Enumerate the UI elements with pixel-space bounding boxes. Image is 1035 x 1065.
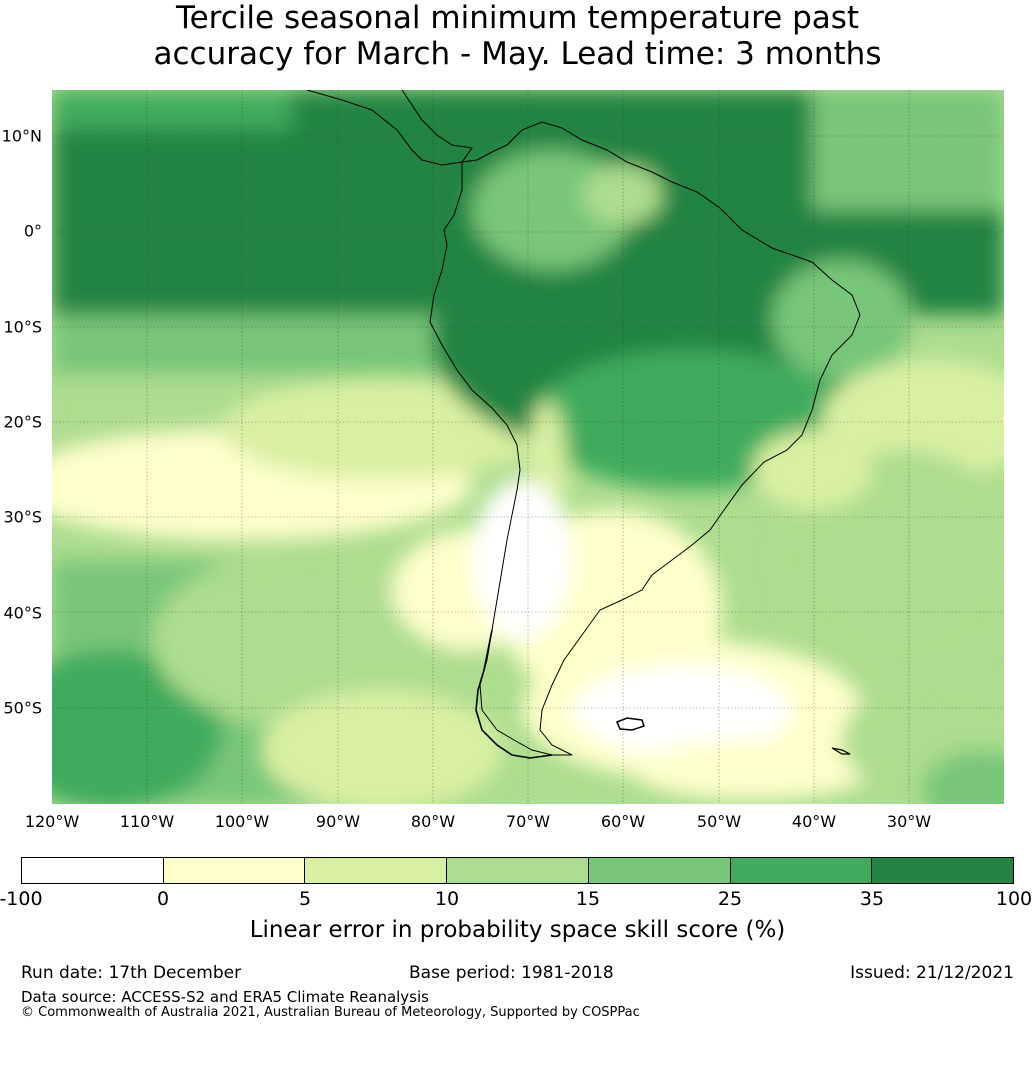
- colorbar: [21, 857, 1014, 884]
- coastline-chilean-archipelago: [475, 629, 553, 759]
- lon-label-40w: 40°W: [791, 812, 837, 831]
- lon-label-60w: 60°W: [600, 812, 646, 831]
- map-title: Tercile seasonal minimum temperature pas…: [0, 0, 1035, 72]
- skill-region-se-corner: [922, 750, 1004, 804]
- run-date: Run date: 17th December: [21, 963, 242, 983]
- lon-label-80w: 80°W: [410, 812, 456, 831]
- coastline-falklands: [616, 717, 645, 731]
- lon-label-50w: 50°W: [696, 812, 742, 831]
- lat-label-10n: 10°N: [1, 126, 42, 146]
- colorbar-tick: 15: [575, 888, 601, 910]
- colorbar-tick: 5: [298, 888, 312, 910]
- skill-region-east-brazil: [772, 260, 912, 380]
- coastline-south-georgia: [831, 747, 851, 755]
- coastline-south-america: [429, 121, 861, 756]
- skill-region-north-east: [812, 90, 1004, 210]
- skill-score-map: [52, 90, 1004, 804]
- colorbar-segment-3: [305, 858, 448, 883]
- colorbar-label: Linear error in probability space skill …: [249, 917, 786, 943]
- lon-label-30w: 30°W: [886, 812, 932, 831]
- skill-region-sw-3: [152, 550, 472, 730]
- colorbar-segment-1: [22, 858, 164, 883]
- lat-label-50s: 50°S: [3, 698, 42, 718]
- graticule: [52, 90, 1004, 804]
- colorbar-segment-6: [730, 858, 873, 883]
- lon-label-90w: 90°W: [315, 812, 361, 831]
- lon-label-120w: 120°W: [24, 812, 80, 831]
- colorbar-tick: 10: [434, 888, 460, 910]
- colorbar-tick: 25: [717, 888, 743, 910]
- skill-region-pale-2: [222, 380, 542, 480]
- skill-region-north-west: [52, 90, 292, 130]
- skill-region-sw-4: [262, 690, 502, 804]
- colorbar-tick: 35: [859, 888, 885, 910]
- copyright: © Commonwealth of Australia 2021, Austra…: [21, 1005, 640, 1020]
- skill-field: [52, 90, 1004, 804]
- skill-region-pacific-pale: [472, 480, 572, 640]
- base-period: Base period: 1981-2018: [409, 963, 614, 983]
- data-source: Data source: ACCESS-S2 and ERA5 Climate …: [21, 988, 429, 1006]
- lat-label-40s: 40°S: [3, 603, 42, 623]
- skill-region-atlantic-3: [752, 430, 872, 510]
- colorbar-segment-2: [163, 858, 306, 883]
- skill-region-south-atlantic-2: [572, 665, 792, 755]
- colorbar-segment-4: [447, 858, 589, 883]
- coastline-central-america: [306, 90, 473, 166]
- colorbar-tick: 0: [156, 888, 170, 910]
- title-line-2: accuracy for March - May. Lead time: 3 m…: [153, 36, 882, 72]
- lon-label-110w: 110°W: [119, 812, 175, 831]
- colorbar-segment-7: [872, 858, 1014, 883]
- colorbar-segment-5: [588, 858, 731, 883]
- skill-region-south-atlantic-3: [632, 740, 872, 800]
- issued-date: Issued: 21/12/2021: [850, 963, 1014, 983]
- skill-region-atlantic-1: [822, 360, 1004, 480]
- lat-label-20s: 20°S: [3, 412, 42, 432]
- colorbar-tick: 100: [995, 888, 1033, 910]
- title-line-1: Tercile seasonal minimum temperature pas…: [175, 0, 860, 36]
- skill-region-guiana: [582, 165, 662, 225]
- colorbar-tick: -100: [0, 888, 43, 910]
- lon-label-100w: 100°W: [214, 812, 270, 831]
- lon-label-70w: 70°W: [505, 812, 551, 831]
- lat-label-30s: 30°S: [3, 507, 42, 527]
- lat-label-0: 0°: [23, 221, 42, 241]
- lat-label-10s: 10°S: [3, 317, 42, 337]
